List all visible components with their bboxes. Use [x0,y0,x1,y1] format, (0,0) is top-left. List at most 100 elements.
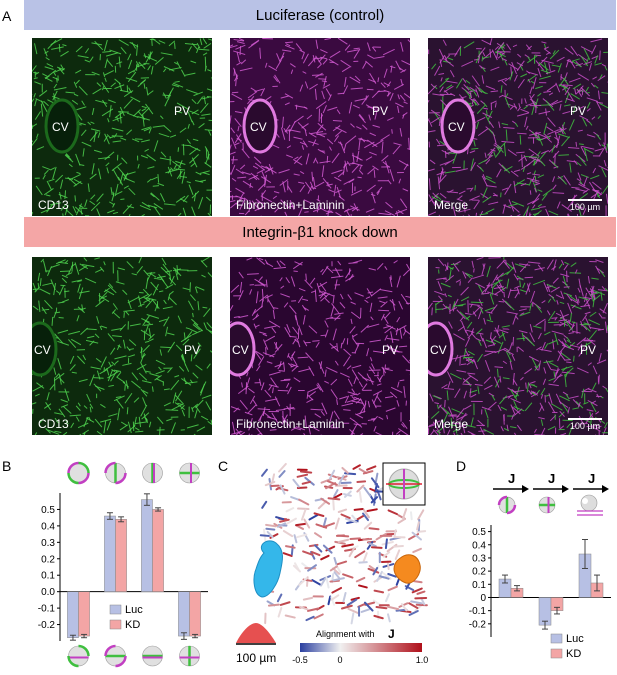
alignment-segment [296,473,309,478]
alignment-segment [344,490,352,498]
alignment-segment [335,534,346,537]
alignment-segment [330,594,340,601]
alignment-segment [352,464,361,470]
alignment-segment [338,474,345,485]
alignment-segment [329,579,340,583]
alignment-segment [298,605,309,611]
alignment-segment [306,607,320,612]
cell-orientation-icon [179,645,200,667]
chart-b: -0.2 -0.1 0.0 0.1 0.2 0.3 0.4 0.5 Luc KD [38,461,208,668]
cv-label: CV [34,343,51,357]
alignment-segment [417,509,425,521]
alignment-segment [259,534,270,537]
alignment-segment [315,523,328,529]
alignment-segment [333,571,341,580]
panel-d-label: D [456,458,467,474]
alignment-segment [331,586,343,594]
alignment-segment [367,567,380,574]
cv-blob [253,540,283,598]
pv-label: PV [184,343,201,357]
alignment-segment [348,547,356,558]
alignment-segment [295,522,307,527]
pv-label: PV [174,104,191,118]
scale-bar: 100 µm [568,199,602,212]
y-tick-label: 0.3 [472,553,486,564]
legend-label: Luc [566,633,584,645]
alignment-segment [416,521,420,531]
y-tick-label: 0.4 [41,521,55,532]
alignment-segment [282,552,293,557]
alignment-segment [308,513,319,521]
j-symbol: J [588,471,595,486]
alignment-segment [362,512,370,522]
alignment-segment [366,465,377,471]
alignment-segment [282,529,294,538]
colorbar-title: Alignment with [316,629,375,639]
alignment-segment [336,560,348,566]
cell-orientation-icon [104,644,127,668]
alignment-segment [327,595,332,606]
j-arrow [533,485,569,493]
y-tick-label: -0.1 [469,606,487,617]
alignment-segment [265,527,276,531]
alignment-segment [314,544,323,553]
alignment-segment [362,508,370,519]
alignment-segments [259,462,428,625]
alignment-segment [292,478,300,488]
alignment-segment [311,579,322,587]
alignment-segment [333,489,339,498]
alignment-segment [320,497,331,505]
alignment-segment [387,613,391,623]
scale-triangle [236,623,276,643]
legend-label: Luc [125,604,143,616]
alignment-segment [386,560,390,570]
alignment-segment [305,615,315,622]
stain-label: Fibronectin+Laminin [236,417,345,431]
legend-swatch [109,604,122,615]
legend-label: KD [125,619,140,631]
alignment-segment [409,511,413,521]
alignment-segment [322,517,327,528]
alignment-segment [412,580,423,584]
banner-control: Luciferase (control) [24,0,616,30]
bar-kd [115,519,127,592]
micrograph-cd13-kd: CD13 CV PV [32,257,212,435]
alignment-segment [354,550,366,559]
alignment-segment [416,590,426,595]
cell-orientation-icon [497,495,517,515]
alignment-segment [408,602,419,609]
alignment-segment [347,607,360,615]
alignment-segment [412,547,422,554]
alignment-segment [350,596,360,601]
alignment-segment [360,608,371,613]
stain-label: CD13 [38,417,69,431]
alignment-segment [261,500,268,509]
micrograph-merge-kd: Merge CV PV 100 µm [428,257,608,435]
cell-orientation-icon [142,645,163,667]
cell-orientation-icon [104,461,127,485]
alignment-segment [337,508,348,514]
chart-d: -0.2 -0.1 0 0.1 0.2 0.3 0.4 0.5 Luc KD J J J [469,471,611,660]
cell-orientation-icon [67,644,90,668]
alignment-segment [313,512,325,517]
banner-knockdown: Integrin-β1 knock down [24,217,616,247]
alignment-segment [307,564,317,572]
panel-b-label: B [2,458,12,474]
alignment-segment [326,480,338,486]
alignment-segment [373,589,385,594]
alignment-segment [293,534,298,544]
alignment-segment [327,497,341,501]
alignment-segment [334,517,340,530]
alignment-segment [387,572,397,578]
alignment-segment [355,576,366,583]
colorbar-symbol: J [388,627,395,641]
y-tick-label: 0.5 [41,505,55,516]
alignment-segment [370,477,380,489]
alignment-segment [340,513,351,520]
y-tick-label: -0.2 [469,619,487,630]
alignment-segment [279,484,286,495]
y-tick-label: 0.0 [41,587,55,598]
alignment-segment [400,603,408,612]
alignment-segment [366,508,378,513]
alignment-segment [367,542,377,548]
